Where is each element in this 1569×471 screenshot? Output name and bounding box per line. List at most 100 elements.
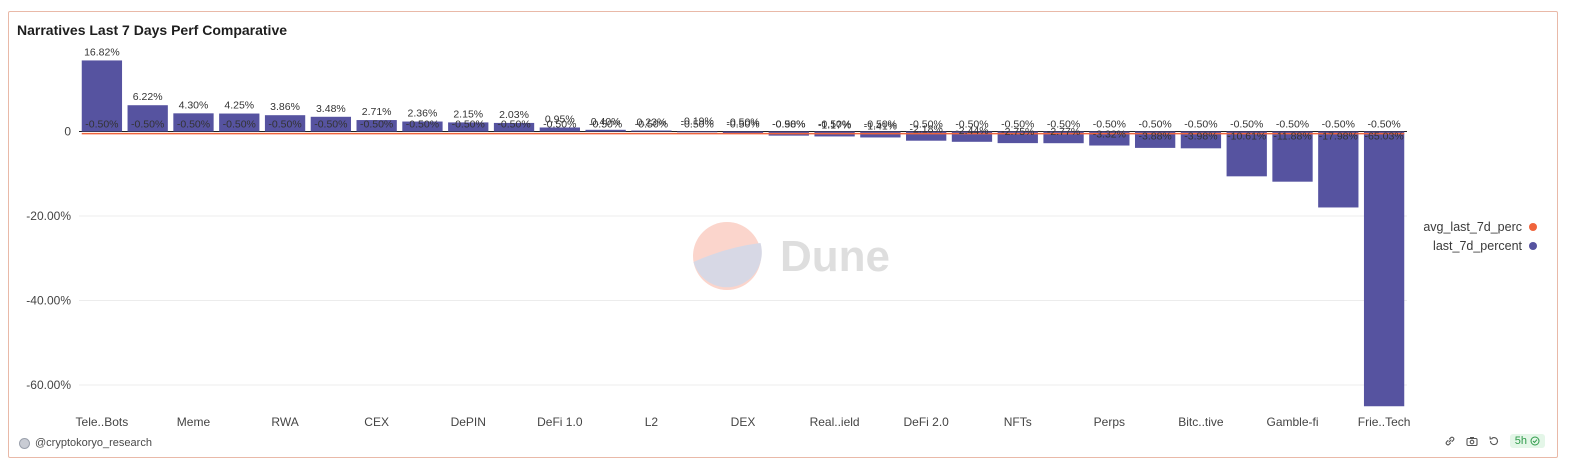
bar [1134, 131, 1176, 148]
author-handle: @cryptokoryo_research [35, 437, 152, 449]
avg-value-label: -0.50% [772, 119, 805, 131]
bar-value-label: -17.98% [1319, 131, 1358, 143]
link-icon[interactable] [1444, 435, 1457, 448]
legend-label: avg_last_7d_perc [1423, 219, 1522, 234]
bar [1226, 131, 1267, 177]
avg-value-label: -0.50% [1322, 119, 1355, 131]
legend-item-avg[interactable]: avg_last_7d_perc [1423, 217, 1537, 236]
bar [1043, 131, 1084, 144]
avg-value-label: -0.50% [1047, 119, 1080, 131]
bar [860, 131, 901, 138]
bar-value-label: 16.82% [84, 46, 120, 58]
chart-card: Narratives Last 7 Days Perf Comparative … [8, 11, 1558, 458]
avg-value-label: -0.50% [1093, 119, 1126, 131]
avg-value-label: -0.50% [910, 119, 943, 131]
legend-item-last7d[interactable]: last_7d_percent [1423, 236, 1537, 255]
bar [997, 131, 1038, 144]
avg-value-label: -0.50% [223, 119, 256, 131]
bar [356, 120, 397, 132]
avg-value-label: -0.50% [681, 119, 714, 131]
bar [493, 122, 535, 132]
bar [1089, 131, 1130, 146]
bar [677, 131, 718, 133]
y-tick-label: -60.00% [26, 378, 71, 392]
bar-value-label: 0.40% [591, 116, 621, 128]
bar-value-label: 6.22% [133, 91, 163, 103]
chart-legend: avg_last_7d_perc last_7d_percent [1423, 217, 1537, 255]
avg-value-label: -0.50% [1230, 119, 1263, 131]
chart-toolbar: 5h [1444, 434, 1545, 448]
freshness-badge[interactable]: 5h [1509, 434, 1545, 448]
y-tick-label: -40.00% [26, 294, 71, 308]
avg-value-label: -0.50% [360, 119, 393, 131]
avg-value-label: -0.50% [543, 119, 576, 131]
avg-value-label: -0.50% [1138, 119, 1171, 131]
avg-value-label: -0.50% [589, 119, 622, 131]
bar [1363, 131, 1405, 407]
legend-swatch [1529, 241, 1537, 250]
bar-value-label: 0.95% [545, 113, 575, 125]
bar [219, 113, 260, 132]
avg-value-label: -0.50% [177, 119, 210, 131]
x-tick-label: DePIN [451, 415, 486, 429]
bar [173, 113, 214, 132]
bar-value-label: -1.41% [864, 120, 897, 132]
bar-value-label: 3.86% [270, 101, 300, 113]
bar [402, 121, 443, 132]
legend-label: last_7d_percent [1433, 238, 1522, 253]
avatar [19, 437, 30, 449]
x-tick-label: Tele..Bots [76, 415, 129, 429]
bar-value-label: -65.03% [1365, 131, 1404, 143]
bar [722, 131, 764, 134]
avg-value-label: -0.50% [1184, 119, 1217, 131]
avg-value-label: -0.50% [726, 119, 759, 131]
bar-value-label: 0.23% [637, 117, 667, 129]
bar [1318, 131, 1359, 208]
bar-value-label: 2.03% [499, 109, 529, 121]
bar [1180, 131, 1222, 149]
chart-title: Narratives Last 7 Days Perf Comparative [17, 22, 288, 38]
bar [951, 131, 993, 142]
avg-value-label: -0.50% [864, 119, 897, 131]
x-tick-label: Perps [1094, 415, 1125, 429]
x-tick-label: NFTs [1004, 415, 1032, 429]
y-tick-label: -20.00% [26, 209, 71, 223]
bar-value-label: -2.18% [910, 124, 943, 136]
bar [1272, 131, 1313, 182]
x-tick-label: L2 [645, 415, 659, 429]
bar-value-label: -0.19% [681, 115, 714, 127]
x-tick-label: RWA [271, 415, 298, 429]
bar [631, 130, 672, 132]
camera-icon[interactable] [1466, 435, 1479, 448]
bar [264, 115, 306, 132]
bar [310, 116, 352, 132]
author-credit[interactable]: @cryptokoryo_research [19, 437, 152, 449]
bar [448, 122, 489, 132]
bar-value-label: 2.71% [362, 106, 392, 118]
bar-value-label: -3.88% [1138, 131, 1171, 143]
bar [81, 60, 123, 132]
x-tick-label: Frie..Tech [1358, 415, 1411, 429]
avg-value-label: -0.50% [955, 119, 988, 131]
check-circle-icon [1530, 436, 1540, 446]
avg-value-label: -0.50% [406, 119, 439, 131]
bar [906, 131, 947, 141]
dune-watermark: Dune [692, 221, 892, 296]
bar-value-label: 4.30% [179, 99, 209, 111]
bar-value-label: -2.44% [955, 125, 988, 137]
x-tick-label: CEX [364, 415, 389, 429]
x-tick-label: Gamble-fi [1267, 415, 1319, 429]
avg-value-label: -0.50% [452, 119, 485, 131]
avg-value-label: -0.50% [131, 119, 164, 131]
avg-value-label: -0.50% [635, 119, 668, 131]
bar-value-label: 2.15% [453, 108, 483, 120]
avg-value-label: -0.50% [497, 119, 530, 131]
y-tick-label: 0 [64, 125, 71, 139]
avg-value-label: -0.50% [1276, 119, 1309, 131]
x-tick-label: Bitc..tive [1178, 415, 1224, 429]
bar [585, 129, 626, 132]
avg-value-label: -0.50% [818, 119, 851, 131]
refresh-icon[interactable] [1488, 435, 1501, 448]
bar-value-label: 2.36% [408, 108, 438, 120]
x-tick-label: Real..ield [810, 415, 860, 429]
